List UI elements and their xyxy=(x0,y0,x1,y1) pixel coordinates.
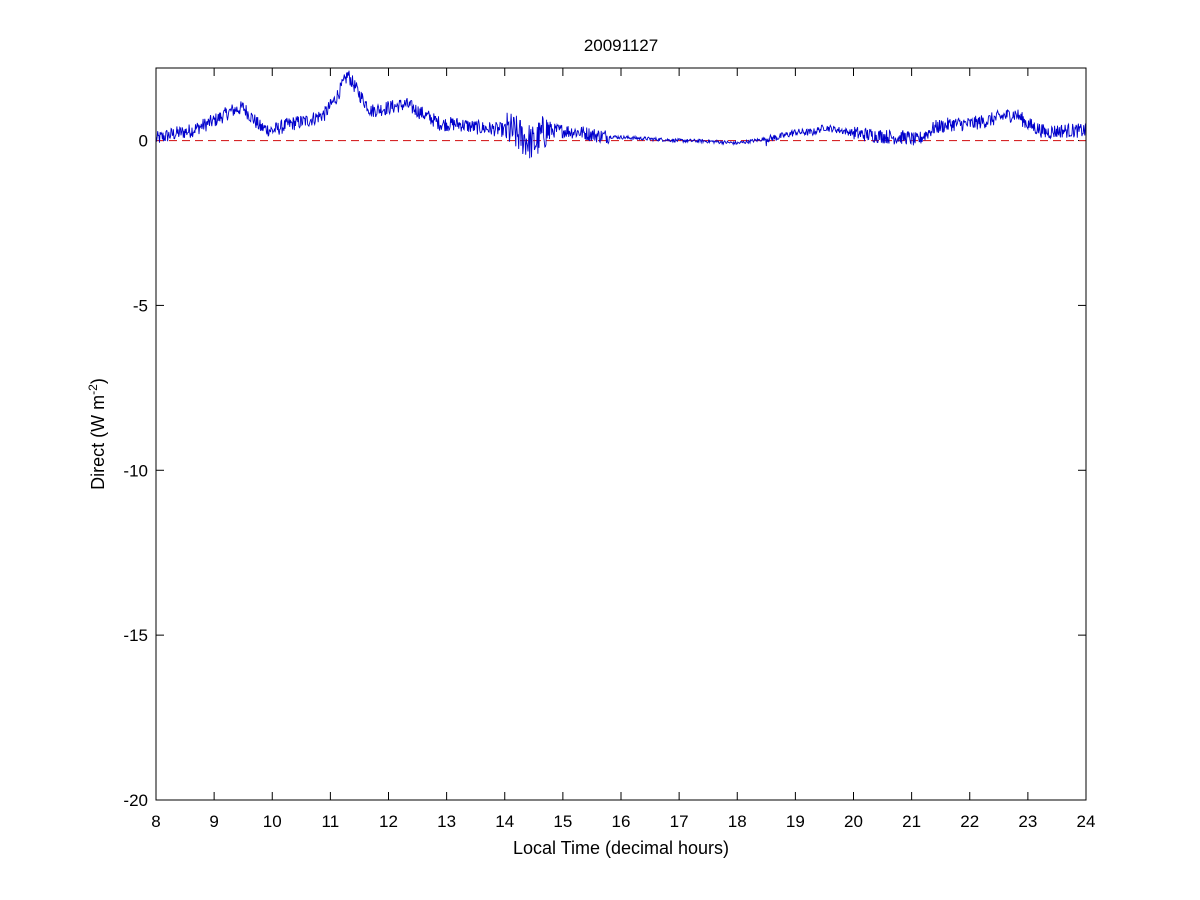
y-axis-label-superscript: -2 xyxy=(86,384,100,395)
x-tick-label: 17 xyxy=(670,812,689,831)
x-tick-label: 19 xyxy=(786,812,805,831)
y-tick-label: -10 xyxy=(123,461,148,480)
chart-title: 20091127 xyxy=(584,36,658,55)
y-tick-label: -15 xyxy=(123,626,148,645)
x-tick-label: 22 xyxy=(960,812,979,831)
y-tick-label: -20 xyxy=(123,791,148,810)
x-tick-label: 11 xyxy=(322,812,340,831)
x-axis: 8 9 10 11 12 13 14 15 16 17 18 19 20 21 22 23 24 xyxy=(151,68,1095,831)
plot-frame xyxy=(155,67,1087,801)
x-tick-label: 18 xyxy=(728,812,747,831)
x-tick-label: 14 xyxy=(495,812,514,831)
x-tick-label: 9 xyxy=(209,812,218,831)
x-tick-label: 21 xyxy=(902,812,921,831)
x-tick-label: 10 xyxy=(263,812,282,831)
y-axis-label-tail: ) xyxy=(88,378,108,384)
y-tick-label: 0 xyxy=(139,132,148,151)
x-tick-label: 23 xyxy=(1018,812,1037,831)
y-axis-label-main: Direct (W m xyxy=(88,395,108,490)
x-tick-label: 20 xyxy=(844,812,863,831)
x-tick-label: 13 xyxy=(437,812,456,831)
plot-area xyxy=(156,68,1086,800)
series-line xyxy=(155,70,1087,159)
y-tick-label: -5 xyxy=(133,296,148,315)
x-tick-label: 15 xyxy=(553,812,572,831)
x-tick-label: 8 xyxy=(151,812,160,831)
x-tick-label: 12 xyxy=(379,812,398,831)
x-axis-label: Local Time (decimal hours) xyxy=(513,838,729,858)
y-axis-label: Direct (W m-2) xyxy=(86,378,108,490)
x-tick-label: 24 xyxy=(1077,812,1096,831)
x-tick-label: 16 xyxy=(612,812,631,831)
